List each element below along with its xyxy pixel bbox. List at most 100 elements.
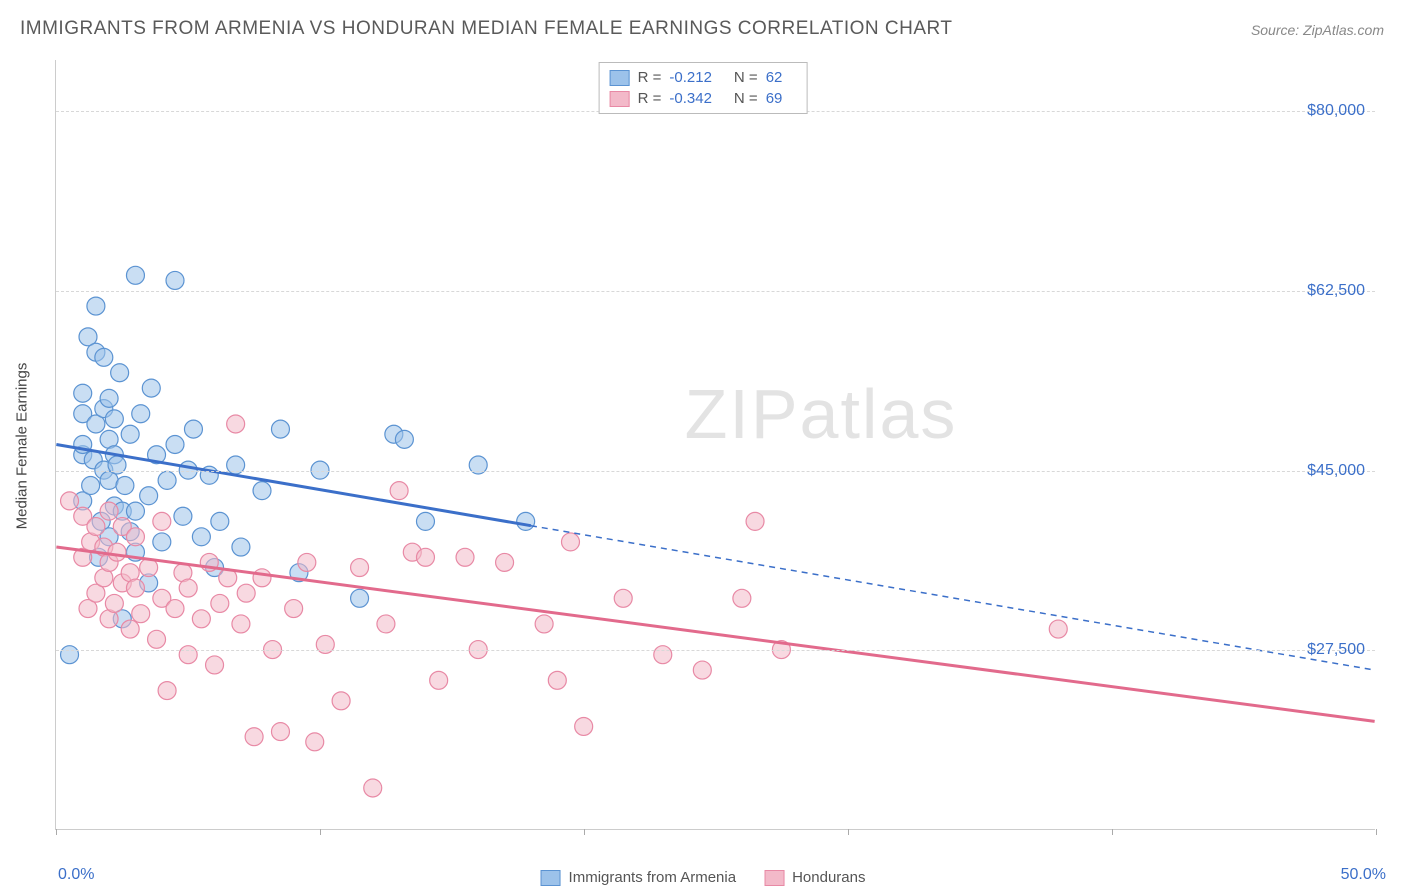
gridline [56,471,1375,472]
stats-row: R = -0.212 N = 62 [610,67,797,88]
data-point [166,600,184,618]
data-point [575,717,593,735]
data-point [416,548,434,566]
chart-title: IMMIGRANTS FROM ARMENIA VS HONDURAN MEDI… [20,18,953,40]
legend-label: Immigrants from Armenia [569,869,737,886]
stat-R-value: -0.342 [669,90,712,107]
legend-swatch [610,91,630,107]
data-point [126,266,144,284]
data-point [211,512,229,530]
data-point [61,492,79,510]
data-point [121,425,139,443]
data-point [153,512,171,530]
data-point [95,348,113,366]
data-point [517,512,535,530]
x-tick [56,829,57,835]
data-point [733,589,751,607]
x-tick [848,829,849,835]
stat-R-label: R = [638,69,662,86]
data-point [87,297,105,315]
legend-label: Hondurans [792,869,865,886]
data-point [430,671,448,689]
data-point [456,548,474,566]
series-legend: Immigrants from Armenia Hondurans [541,869,866,886]
data-point [614,589,632,607]
y-tick-label: $62,500 [1307,282,1365,300]
data-point [285,600,303,618]
data-point [126,528,144,546]
x-tick [584,829,585,835]
data-point [227,415,245,433]
data-point [100,502,118,520]
x-tick [1112,829,1113,835]
x-min-label: 0.0% [58,866,94,884]
data-point [306,733,324,751]
data-point [82,477,100,495]
data-point [693,661,711,679]
data-point [390,482,408,500]
data-point [61,646,79,664]
x-tick [320,829,321,835]
data-point [332,692,350,710]
data-point [253,569,271,587]
data-point [192,528,210,546]
data-point [232,615,250,633]
data-point [377,615,395,633]
data-point [232,538,250,556]
data-point [1049,620,1067,638]
data-point [746,512,764,530]
data-point [126,579,144,597]
data-point [351,559,369,577]
scatter-svg [56,60,1375,829]
stat-N-label: N = [734,69,758,86]
data-point [153,533,171,551]
stats-legend: R =-0.212N =62R =-0.342N =69 [599,62,808,114]
data-point [416,512,434,530]
data-point [271,723,289,741]
data-point [111,364,129,382]
data-point [654,646,672,664]
stat-N-label: N = [734,90,758,107]
data-point [271,420,289,438]
stat-R-label: R = [638,90,662,107]
data-point [105,594,123,612]
legend-swatch [764,870,784,886]
data-point [192,610,210,628]
x-max-label: 50.0% [1341,866,1386,884]
data-point [121,620,139,638]
data-point [158,471,176,489]
data-point [166,271,184,289]
data-point [108,543,126,561]
data-point [206,656,224,674]
data-point [535,615,553,633]
stats-row: R =-0.342N =69 [610,88,797,109]
data-point [245,728,263,746]
source-caption: Source: ZipAtlas.com [1251,22,1384,38]
legend-swatch [541,870,561,886]
data-point [298,553,316,571]
data-point [74,384,92,402]
stat-N-value: 62 [766,69,783,86]
data-point [174,507,192,525]
data-point [87,518,105,536]
data-point [142,379,160,397]
trend-line [56,547,1374,721]
legend-swatch [610,70,630,86]
data-point [395,430,413,448]
stat-R-value: -0.212 [669,69,712,86]
y-tick-label: $27,500 [1307,641,1365,659]
gridline [56,650,1375,651]
data-point [166,436,184,454]
data-point [116,477,134,495]
data-point [179,579,197,597]
gridline [56,291,1375,292]
data-point [148,630,166,648]
y-tick-label: $80,000 [1307,102,1365,120]
data-point [140,487,158,505]
plot-area: ZIPatlas $27,500$45,000$62,500$80,000 [55,60,1375,830]
data-point [184,420,202,438]
data-point [132,405,150,423]
data-point [562,533,580,551]
legend-item: Hondurans [764,869,865,886]
data-point [364,779,382,797]
